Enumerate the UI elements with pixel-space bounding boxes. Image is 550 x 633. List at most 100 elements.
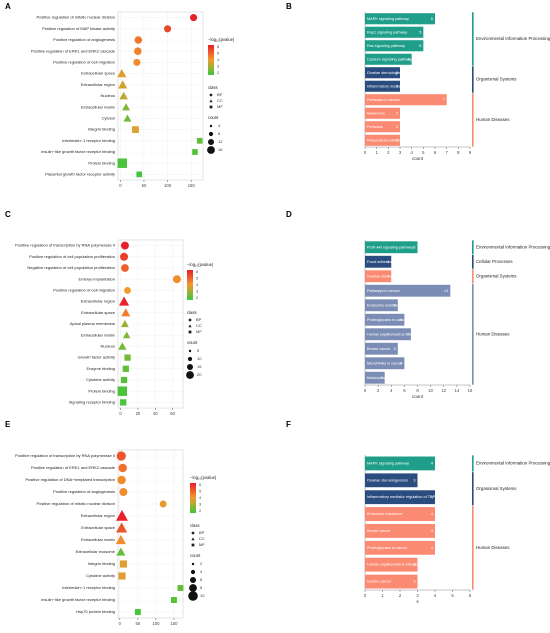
x-tick-label: 6: [403, 388, 406, 393]
class-legend-square-icon: [188, 330, 192, 334]
count-legend-label: 4: [218, 123, 221, 128]
bar-category-label: Ovarian steroidogenesis: [367, 71, 408, 75]
data-point: [120, 320, 129, 328]
y-category-label: Extracellular matrix: [81, 537, 115, 542]
bar-category-label: Gastric cancer: [367, 580, 392, 584]
data-point: [124, 286, 131, 294]
group-strip: [472, 505, 474, 590]
count-legend-label: 15: [197, 364, 202, 369]
color-legend-tick: 6: [199, 482, 202, 487]
panel-F: F 0 1 2 3 4 5 6 s MAPK signaling pathway 4 Ovarian …: [286, 420, 550, 604]
y-category-label: Positive regulation of transcription by …: [15, 243, 115, 248]
bar-category-label: Ovarian steroidogenesis: [367, 478, 408, 482]
data-point: [115, 510, 128, 521]
bar: [365, 284, 451, 297]
data-point: [116, 451, 126, 461]
y-category-label: Protein binding: [88, 388, 115, 393]
data-point: [133, 58, 141, 66]
bar-value-label: 8: [413, 244, 416, 249]
data-point: [134, 36, 143, 44]
bar-value-label: 3: [413, 562, 416, 567]
color-scale-bar: [208, 45, 214, 75]
x-tick-label: 50: [136, 621, 141, 626]
y-category-label: Cytokine activity: [86, 377, 115, 382]
count-legend-dot: [189, 584, 197, 592]
class-legend-title: class: [190, 523, 200, 528]
data-point: [116, 547, 126, 556]
group-strip: [472, 240, 474, 255]
x-tick-label: 100: [152, 621, 160, 626]
bar-category-label: Rap1 signaling pathway: [367, 30, 407, 34]
data-point: [172, 275, 181, 284]
color-legend-tick: 6: [196, 269, 199, 274]
class-legend-label: BP: [199, 530, 205, 535]
bar-category-label: Calcium signaling pathway: [367, 57, 412, 61]
y-category-label: Positive regulation of ERK1 and ERK2 cas…: [31, 48, 116, 53]
bar-value-label: 6: [431, 16, 434, 21]
count-legend-dot: [207, 146, 215, 154]
x-tick-label: 9: [469, 150, 472, 155]
bar: [365, 524, 435, 538]
x-axis-label: count: [412, 394, 424, 399]
bar-category-label: Pertussis: [367, 125, 383, 129]
data-point: [120, 376, 128, 384]
data-point: [134, 609, 141, 615]
y-category-label: Enzyme binding: [87, 366, 115, 371]
data-point: [123, 114, 132, 122]
y-category-label: Apical plasma membrane: [70, 321, 116, 326]
bar: [365, 574, 418, 589]
color-legend-tick: 6: [217, 44, 220, 49]
count-legend-label: 8: [218, 131, 221, 136]
x-tick-label: 6: [469, 593, 472, 598]
class-legend-square-icon: [209, 105, 213, 109]
group-label: Environmental Information Processing: [476, 244, 550, 249]
bar-category-label: Melanoma: [367, 376, 386, 380]
data-point: [118, 342, 127, 350]
data-point: [120, 241, 129, 250]
class-legend-circle-icon: [191, 531, 195, 535]
bar-value-label: 3: [396, 110, 399, 115]
panel-A: A 0 50 100 150 Positive regulation of mitotic…: [5, 2, 235, 188]
x-tick-label: 5: [451, 593, 454, 598]
bar: [365, 328, 411, 341]
bar-category-label: Ovarian steroidogenesis: [367, 274, 408, 278]
data-point: [136, 171, 143, 178]
y-category-label: Extracellular matrix: [81, 104, 115, 109]
x-tick-label: 1: [381, 593, 384, 598]
x-tick-label: 2: [387, 150, 390, 155]
y-category-label: Protein binding: [88, 160, 115, 165]
y-category-label: Extracellular space: [81, 310, 116, 315]
data-point: [117, 386, 128, 396]
y-category-label: Growth factor activity: [78, 355, 115, 360]
data-point: [134, 47, 142, 55]
y-category-label: Extracellular exosome: [76, 549, 116, 554]
bar-category-label: MAPK signaling pathway: [367, 461, 409, 465]
color-legend-tick: 5: [199, 489, 202, 494]
y-category-label: Extracellular matrix: [81, 332, 115, 337]
class-legend-square-icon: [191, 543, 195, 547]
count-legend-dot: [209, 124, 213, 128]
x-tick-label: 16: [468, 388, 473, 393]
bar-category-label: Pathways in cancer: [367, 98, 401, 102]
bar-category-label: Proteoglycans in cancer: [367, 318, 408, 322]
class-legend-label: MF: [217, 104, 223, 109]
bar: [365, 313, 405, 326]
bar-category-label: Ras signaling pathway: [367, 44, 405, 48]
color-legend-tick: 2: [217, 70, 220, 75]
data-point: [117, 475, 126, 485]
bar: [365, 26, 424, 38]
count-legend-label: 5: [197, 348, 200, 353]
count-legend-dot: [208, 139, 214, 145]
bar: [365, 121, 400, 133]
data-point: [119, 487, 128, 497]
data-point: [121, 308, 131, 317]
bar: [365, 270, 392, 283]
y-category-label: Insulin−like growth factor receptor bind…: [41, 149, 115, 154]
data-point: [122, 331, 131, 339]
color-legend-tick: 3: [196, 289, 199, 294]
class-legend-label: BP: [196, 317, 202, 322]
x-tick-label: 0: [364, 388, 367, 393]
y-category-label: Signaling receptor binding: [69, 399, 115, 404]
bar: [365, 490, 435, 505]
color-legend-tick: 3: [217, 64, 220, 69]
